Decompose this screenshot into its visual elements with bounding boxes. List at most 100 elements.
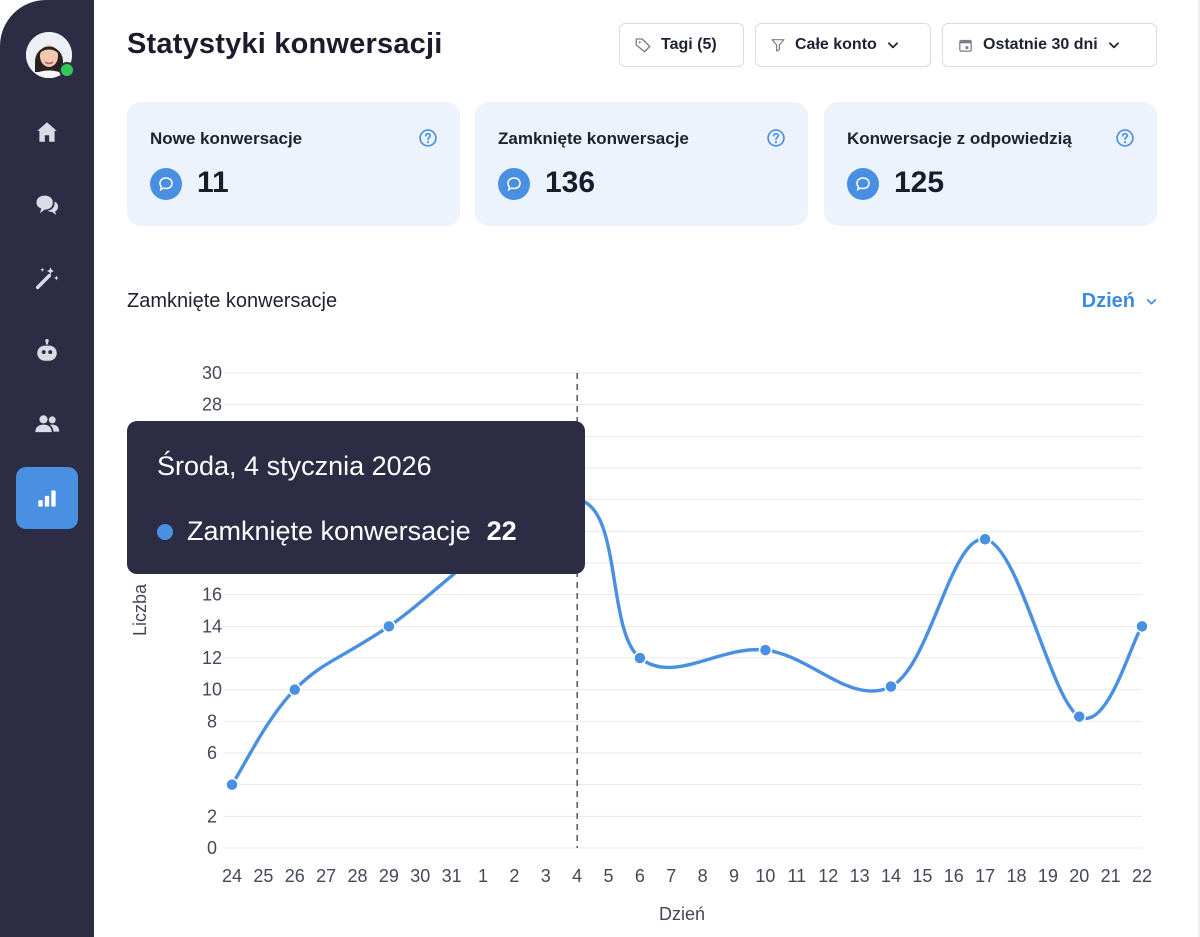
window-edge xyxy=(1198,0,1200,937)
period-select-label: Dzień xyxy=(1081,290,1135,312)
x-tick-label: 20 xyxy=(1069,866,1089,886)
x-axis-title: Dzień xyxy=(659,904,705,924)
chart-section-title: Zamknięte konwersacje xyxy=(127,290,338,312)
help-icon[interactable] xyxy=(418,128,438,153)
x-tick-label: 5 xyxy=(604,866,614,886)
x-tick-label: 25 xyxy=(253,866,273,886)
data-point[interactable] xyxy=(978,532,992,546)
x-tick-label: 28 xyxy=(348,866,368,886)
x-tick-label: 17 xyxy=(975,866,995,886)
data-point[interactable] xyxy=(758,643,773,657)
sidebar-item-contacts[interactable] xyxy=(16,393,78,455)
magic-wand-icon xyxy=(35,267,59,290)
help-icon[interactable] xyxy=(1115,128,1135,153)
x-tick-label: 30 xyxy=(410,866,430,886)
tooltip-series-row: Zamknięte konwersacje 22 xyxy=(157,516,517,547)
stat-card-label: Nowe konwersacje xyxy=(150,129,303,148)
x-tick-label: 4 xyxy=(572,866,582,886)
stat-card-closed: Zamknięte konwersacje 136 xyxy=(475,102,808,226)
x-tick-label: 19 xyxy=(1038,866,1058,886)
x-tick-label: 9 xyxy=(729,866,739,886)
chevron-down-icon xyxy=(1146,299,1157,305)
date-range-button[interactable]: Ostatnie 30 dni xyxy=(942,23,1157,67)
sidebar-item-conversations[interactable] xyxy=(16,174,78,236)
y-axis-title: Liczba xyxy=(130,583,150,636)
page-title: Statystyki konwersacji xyxy=(127,28,443,60)
y-tick-label: 28 xyxy=(202,395,222,415)
x-tick-label: 18 xyxy=(1006,866,1026,886)
bar-chart-icon xyxy=(38,490,56,507)
stat-card-new: Nowe konwersacje 11 xyxy=(127,102,460,226)
chat-icon xyxy=(150,168,182,200)
y-tick-label: 10 xyxy=(202,680,222,700)
tag-icon xyxy=(635,38,651,53)
home-icon xyxy=(37,122,57,142)
date-range-label: Ostatnie 30 dni xyxy=(983,36,1098,53)
x-tick-label: 26 xyxy=(285,866,305,886)
x-tick-label: 16 xyxy=(944,866,964,886)
tooltip-series-name: Zamknięte konwersacje xyxy=(187,516,471,546)
y-tick-label: 2 xyxy=(207,806,217,826)
data-point[interactable] xyxy=(1072,709,1086,724)
filter-icon xyxy=(771,39,785,52)
x-tick-label: 22 xyxy=(1132,866,1152,886)
stat-card-replied: Konwersacje z odpowiedzią 125 xyxy=(824,102,1157,226)
y-tick-label: 12 xyxy=(202,648,222,668)
x-tick-label: 3 xyxy=(541,866,551,886)
sidebar xyxy=(0,0,94,937)
x-tick-label: 14 xyxy=(881,866,901,886)
chat-bubbles-icon xyxy=(36,195,59,215)
online-status-dot xyxy=(59,62,75,78)
users-icon xyxy=(35,415,60,433)
y-tick-label: 6 xyxy=(207,743,217,763)
stat-card-label: Konwersacje z odpowiedzią xyxy=(847,129,1072,148)
sidebar-item-home[interactable] xyxy=(16,101,78,163)
data-point[interactable] xyxy=(225,777,239,792)
sidebar-item-statistics[interactable] xyxy=(16,467,78,529)
x-tick-label: 27 xyxy=(316,866,336,886)
data-point[interactable] xyxy=(288,682,302,697)
stat-card-value: 11 xyxy=(197,166,229,199)
y-tick-label: 0 xyxy=(207,838,217,858)
x-tick-label: 2 xyxy=(509,866,519,886)
x-tick-label: 13 xyxy=(850,866,870,886)
series-line xyxy=(230,497,1144,787)
y-tick-label: 16 xyxy=(202,585,222,605)
tooltip-date: Środa, 4 stycznia 2026 xyxy=(157,451,432,481)
account-filter-label: Całe konto xyxy=(795,36,877,53)
sidebar-item-bot[interactable] xyxy=(16,320,78,382)
data-point[interactable] xyxy=(1135,619,1149,634)
stat-card-value: 136 xyxy=(545,166,596,199)
x-tick-label: 12 xyxy=(818,866,838,886)
y-tick-label: 30 xyxy=(202,363,222,383)
y-tick-label: 14 xyxy=(202,616,222,636)
x-tick-label: 15 xyxy=(912,866,932,886)
chat-icon xyxy=(498,168,530,200)
data-point[interactable] xyxy=(633,651,647,665)
calendar-icon xyxy=(959,39,972,52)
y-tick-label: 8 xyxy=(207,711,217,731)
user-avatar[interactable] xyxy=(26,32,75,78)
period-select[interactable]: Dzień xyxy=(1082,290,1158,313)
bot-icon xyxy=(37,338,57,361)
x-tick-label: 8 xyxy=(698,866,708,886)
x-tick-label: 10 xyxy=(755,866,775,886)
account-filter-button[interactable]: Całe konto xyxy=(755,23,931,67)
x-tick-label: 11 xyxy=(787,866,806,886)
stat-card-value: 125 xyxy=(894,166,945,199)
x-tick-label: 21 xyxy=(1101,866,1121,886)
x-tick-label: 1 xyxy=(478,866,488,886)
avatar-image xyxy=(26,32,72,78)
data-point[interactable] xyxy=(382,619,396,634)
series-color-dot xyxy=(157,523,173,540)
tooltip-value: 22 xyxy=(486,516,517,546)
x-tick-label: 29 xyxy=(379,866,399,886)
x-tick-label: 7 xyxy=(666,866,676,886)
sidebar-item-automation[interactable] xyxy=(16,247,78,309)
tags-filter-button[interactable]: Tagi (5) xyxy=(619,23,744,67)
chart-tooltip: Środa, 4 stycznia 2026 Zamknięte konwers… xyxy=(127,421,585,574)
help-icon[interactable] xyxy=(766,128,786,153)
chevron-down-icon xyxy=(887,42,898,49)
x-tick-label: 31 xyxy=(442,866,462,886)
data-point[interactable] xyxy=(884,679,898,694)
